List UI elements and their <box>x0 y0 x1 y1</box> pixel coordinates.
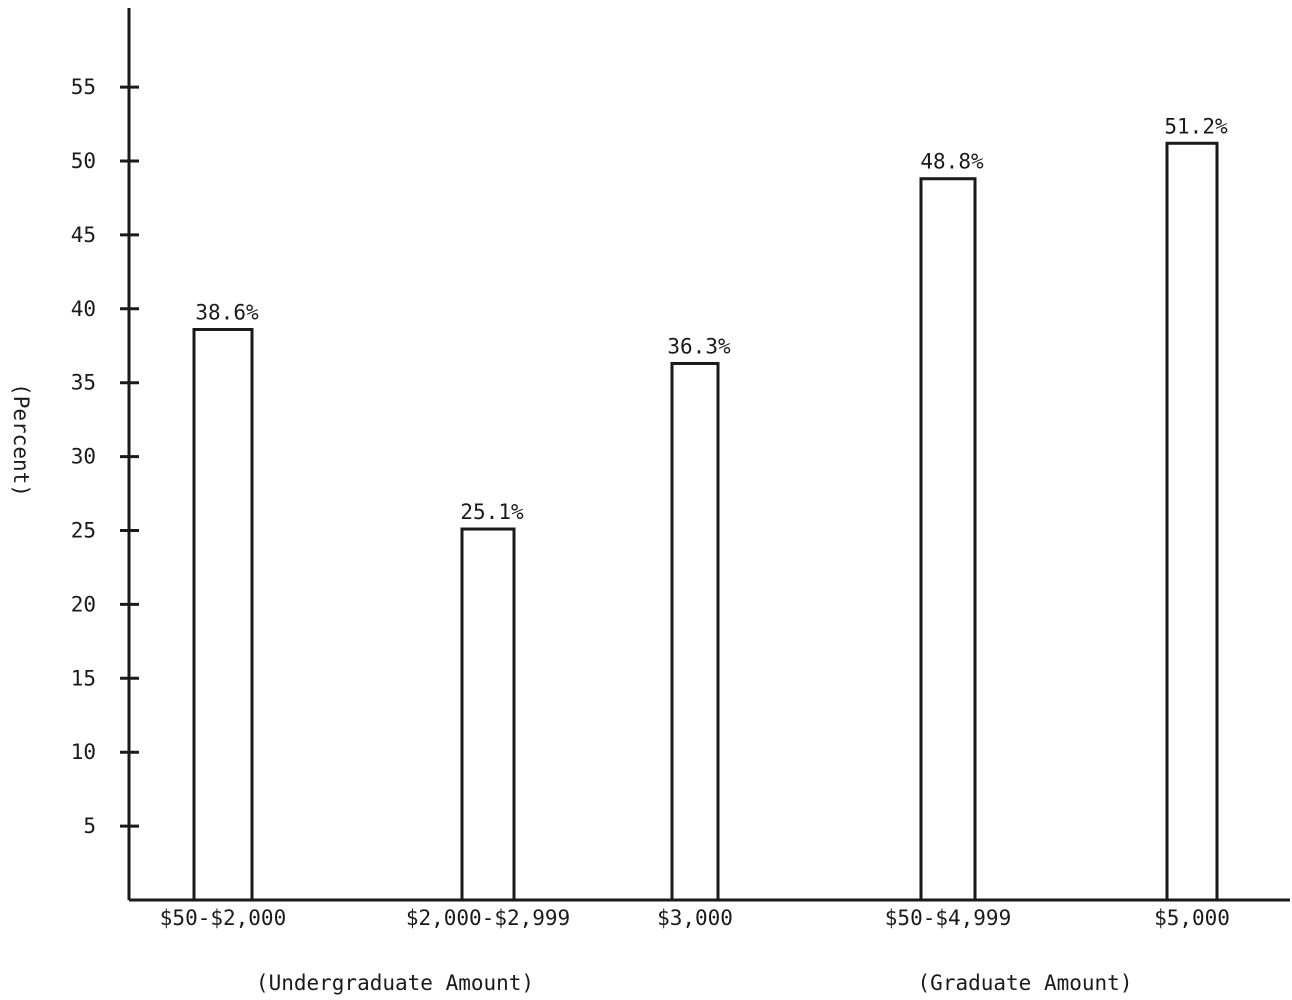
y-tick-label: 15 <box>71 666 96 690</box>
bar <box>192 327 254 902</box>
x-category-label: $50-$4,999 <box>885 906 1011 930</box>
x-category-label: $3,000 <box>657 906 733 930</box>
x-group-label: (Graduate Amount) <box>918 971 1133 995</box>
bar-value-label: 38.6% <box>195 300 259 324</box>
y-tick-label: 30 <box>71 445 96 469</box>
x-group-label: (Undergraduate Amount) <box>256 971 534 995</box>
y-tick-label: 35 <box>71 371 96 395</box>
bar-value-label: 48.8% <box>920 150 984 174</box>
x-category-label: $2,000-$2,999 <box>406 906 570 930</box>
y-tick-label: 45 <box>71 223 96 247</box>
y-ticks: 5 10 15 20 25 30 35 40 45 50 55 <box>71 75 139 838</box>
category-labels: $50-$2,000 $2,000-$2,999 $3,000 $50-$4,999 $… <box>160 906 1230 930</box>
bar <box>670 361 720 902</box>
y-tick-label: 25 <box>71 519 96 543</box>
y-tick-label: 10 <box>71 740 96 764</box>
y-axis-title: (Percent) <box>9 383 33 497</box>
x-category-label: $50-$2,000 <box>160 906 286 930</box>
bar <box>460 527 516 902</box>
y-tick-label: 55 <box>71 75 96 99</box>
x-category-label: $5,000 <box>1154 906 1230 930</box>
bar <box>1165 141 1219 902</box>
bar-value-label: 51.2% <box>1164 114 1228 138</box>
y-tick-label: 20 <box>71 592 96 616</box>
bars <box>192 141 1219 902</box>
group-labels: (Undergraduate Amount) (Graduate Amount) <box>256 971 1133 995</box>
y-tick-label: 40 <box>71 297 96 321</box>
y-tick-label: 50 <box>71 149 96 173</box>
bar-value-label: 25.1% <box>460 500 524 524</box>
data-labels: 38.6% 25.1% 36.3% 48.8% 51.2% <box>195 114 1228 524</box>
y-tick-label: 5 <box>83 814 96 838</box>
bar <box>919 177 977 902</box>
bar-value-label: 36.3% <box>667 334 731 358</box>
